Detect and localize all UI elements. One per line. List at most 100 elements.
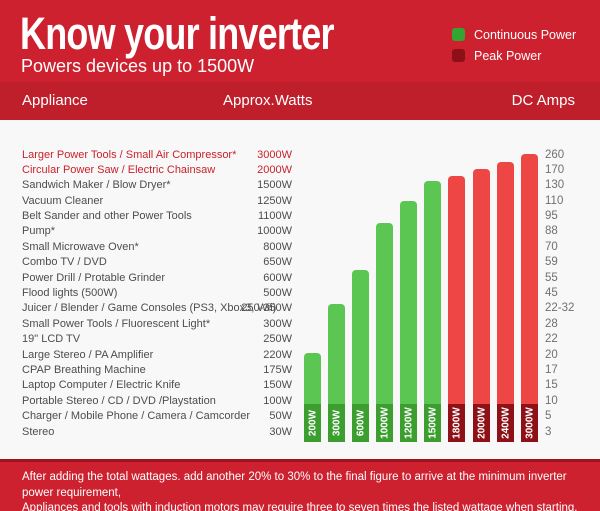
appliance-name: Small Microwave Oven* [22, 240, 139, 253]
table-row: Flood lights (500W) 500W 45 [22, 286, 578, 301]
column-header-band: Appliance Approx.Watts DC Amps [0, 82, 600, 120]
watts-value: 500W [263, 287, 292, 300]
table-row: Charger / Mobile Phone / Camera / Camcor… [22, 409, 578, 424]
bar: 1200W [400, 201, 417, 442]
bar: 1500W [424, 181, 441, 442]
appliance-name: Small Power Tools / Fluorescent Light* [22, 317, 211, 330]
watts-value: 1100W [257, 210, 292, 223]
bar-label-band: 3000W [521, 404, 538, 442]
watts-value: 50W [269, 410, 292, 423]
table-row: Laptop Computer / Electric Knife 150W 15 [22, 378, 578, 393]
amps-value: 3 [545, 425, 552, 438]
bar-label: 600W [355, 409, 366, 437]
column-header-amps: DC Amps [511, 92, 575, 109]
appliance-name: Combo TV / DVD [22, 256, 107, 269]
appliance-name: Flood lights (500W) [22, 287, 118, 300]
page-header: Know your inverter Powers devices up to … [0, 0, 600, 82]
table-row: Vacuum Cleaner 1250W 110 [22, 194, 578, 209]
amps-value: 15 [545, 379, 558, 392]
appliance-name: Portable Stereo / CD / DVD /Playstation [22, 394, 216, 407]
table-row: Juicer / Blender / Game Consoles (PS3, X… [22, 301, 578, 316]
amps-value: 45 [545, 287, 558, 300]
bar-label-band: 300W [328, 404, 345, 442]
continuous-power-swatch-icon [452, 28, 465, 41]
page-title: Know your inverter [20, 8, 334, 59]
watts-value: 800W [263, 240, 292, 253]
watts-value: 175W [263, 363, 292, 376]
appliance-name: Belt Sander and other Power Tools [22, 210, 192, 223]
legend-item-peak: Peak Power [452, 45, 576, 66]
bar: 1000W [376, 223, 393, 442]
appliance-name: 19" LCD TV [22, 333, 81, 346]
bar: 2400W [497, 162, 514, 442]
watts-value: 100W [263, 394, 292, 407]
appliance-name: CPAP Breathing Machine [22, 363, 146, 376]
bar-label: 1000W [379, 407, 390, 439]
column-header-appliance: Appliance [22, 92, 88, 109]
bar: 300W [328, 304, 345, 442]
table-row: 19" LCD TV 250W 22 [22, 332, 578, 347]
appliance-name: Vacuum Cleaner [22, 194, 104, 207]
bar-label-band: 1500W [424, 404, 441, 442]
footer-line-2: Appliances and tools with induction moto… [22, 502, 578, 511]
bar-label-band: 1000W [376, 404, 393, 442]
watts-value: 1250W [257, 194, 292, 207]
legend-label-continuous: Continuous Power [474, 27, 577, 42]
watts-value: 250-350W [241, 302, 292, 315]
table-row: Stereo 30W 3 [22, 425, 578, 440]
peak-power-swatch-icon [452, 49, 465, 62]
table-row: Power Drill / Protable Grinder 600W 55 [22, 271, 578, 286]
table-row: Small Power Tools / Fluorescent Light* 30… [22, 317, 578, 332]
bar-label-band: 2400W [497, 404, 514, 442]
bar-label-band: 2000W [473, 404, 490, 442]
legend-label-peak: Peak Power [474, 48, 542, 63]
bar: 3000W [521, 154, 538, 442]
footer-line-1: After adding the total wattages. add ano… [22, 471, 567, 499]
watts-value: 30W [269, 425, 292, 438]
amps-value: 20 [545, 348, 558, 361]
amps-value: 95 [545, 210, 558, 223]
bar-label: 300W [331, 409, 342, 437]
legend-item-continuous: Continuous Power [452, 24, 576, 45]
watts-value: 650W [263, 256, 292, 269]
bar-label-band: 600W [352, 404, 369, 442]
table-row: CPAP Breathing Machine 175W 17 [22, 363, 578, 378]
bar-label: 3000W [524, 407, 535, 439]
appliance-name: Circular Power Saw / Electric Chainsaw [22, 163, 216, 176]
page-subtitle: Powers devices up to 1500W [21, 56, 255, 76]
bar-label: 2400W [500, 407, 511, 439]
bar-label: 1800W [451, 407, 462, 439]
watts-value: 2000W [257, 163, 292, 176]
appliance-name: Power Drill / Protable Grinder [22, 271, 166, 284]
watts-value: 150W [263, 379, 292, 392]
chart-legend: Continuous Power Peak Power [452, 24, 576, 66]
amps-value: 22 [545, 333, 558, 346]
table-row: Combo TV / DVD 650W 59 [22, 255, 578, 270]
watts-value: 1000W [257, 225, 292, 238]
table-row: Large Stereo / PA Amplifier 220W 20 [22, 348, 578, 363]
bar-label: 1500W [427, 407, 438, 439]
appliance-name: Stereo [22, 425, 55, 438]
amps-value: 28 [545, 317, 558, 330]
bar-label: 1200W [403, 407, 414, 439]
bar-label: 2000W [476, 407, 487, 439]
table-row: Small Microwave Oven* 800W 70 [22, 240, 578, 255]
watts-value: 3000W [257, 148, 292, 161]
bar-label-band: 1800W [448, 404, 465, 442]
table-row: Pump* 1000W 88 [22, 224, 578, 239]
table-row: Circular Power Saw / Electric Chainsaw 20… [22, 163, 578, 178]
amps-value: 5 [545, 410, 552, 423]
appliance-name: Pump* [22, 225, 56, 238]
amps-value: 130 [545, 179, 565, 192]
amps-value: 70 [545, 240, 558, 253]
amps-value: 260 [545, 148, 565, 161]
bar-label: 200W [307, 409, 318, 437]
appliance-name: Large Stereo / PA Amplifier [22, 348, 154, 361]
table-row: Larger Power Tools / Small Air Compresso… [22, 148, 578, 163]
table-row: Sandwich Maker / Blow Dryer* 1500W 130 [22, 178, 578, 193]
column-header-watts: Approx.Watts [223, 92, 313, 109]
amps-value: 170 [545, 163, 565, 176]
footer-note: After adding the total wattages. add ano… [0, 459, 600, 511]
amps-value: 17 [545, 363, 558, 376]
